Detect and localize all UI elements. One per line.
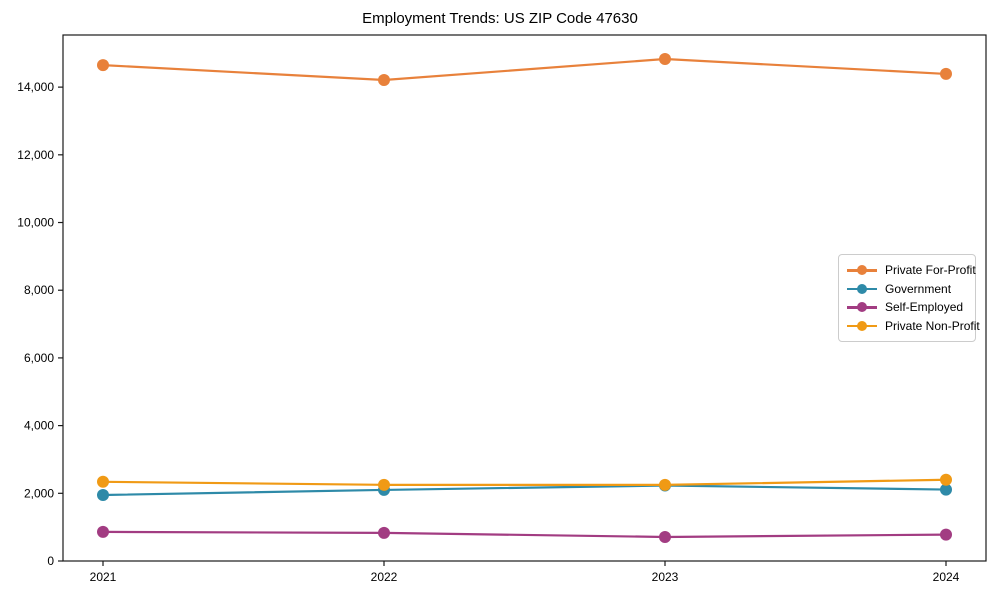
chart-title: Employment Trends: US ZIP Code 47630 [362, 10, 638, 27]
legend-label: Private Non-Profit [885, 318, 980, 333]
series-marker-private-for-profit-2021 [97, 59, 109, 72]
plot-frame [62, 34, 987, 562]
legend-entry-self-employed: Self-Employed [847, 298, 967, 317]
legend-entry-private-for-profit: Private For-Profit [847, 261, 976, 280]
x-tick-label: 2022 [371, 570, 398, 584]
legend-line-marker-icon [847, 320, 877, 332]
series-marker-self-employed-2021 [97, 525, 109, 538]
legend-label: Private For-Profit [885, 263, 976, 278]
legend-entry-private-non-profit: Private Non-Profit [847, 317, 980, 336]
y-tick-label: 8,000 [24, 283, 54, 297]
x-tick-label: 2023 [652, 570, 679, 584]
legend-line-marker-icon [847, 283, 877, 295]
series-marker-private-non-profit-2022 [378, 478, 390, 491]
series-marker-private-for-profit-2024 [940, 67, 952, 80]
y-tick-label: 6,000 [24, 351, 54, 365]
series-marker-private-for-profit-2022 [378, 74, 390, 87]
series-line-self-employed [102, 530, 947, 539]
y-tick-label: 14,000 [17, 80, 54, 94]
series-marker-private-non-profit-2021 [97, 475, 109, 488]
y-tick-label: 12,000 [17, 148, 54, 162]
series-line-private-non-profit [102, 478, 947, 486]
y-tick-label: 2,000 [24, 486, 54, 500]
y-tick-label: 0 [47, 554, 54, 568]
series-marker-government-2021 [97, 488, 109, 501]
series-marker-private-non-profit-2023 [659, 478, 671, 491]
series-marker-private-non-profit-2024 [940, 473, 952, 486]
series-marker-government-2024 [940, 483, 952, 496]
x-tick-label: 2021 [90, 570, 117, 584]
series-marker-self-employed-2023 [659, 530, 671, 543]
series-line-private-for-profit [102, 57, 947, 82]
series-marker-self-employed-2022 [378, 526, 390, 539]
legend-label: Self-Employed [885, 300, 964, 315]
legend-line-marker-icon [847, 301, 877, 313]
series-line-government [102, 484, 947, 497]
y-tick-label: 4,000 [24, 419, 54, 433]
series-marker-private-for-profit-2023 [659, 53, 671, 66]
legend-entry-government: Government [847, 280, 967, 299]
legend: Private For-Profit Government Self-Employe… [838, 254, 980, 342]
legend-label: Government [885, 281, 952, 296]
series-marker-self-employed-2024 [940, 528, 952, 541]
x-tick-label: 2024 [933, 570, 960, 584]
y-tick-label: 10,000 [17, 216, 54, 230]
legend-line-marker-icon [847, 264, 877, 276]
